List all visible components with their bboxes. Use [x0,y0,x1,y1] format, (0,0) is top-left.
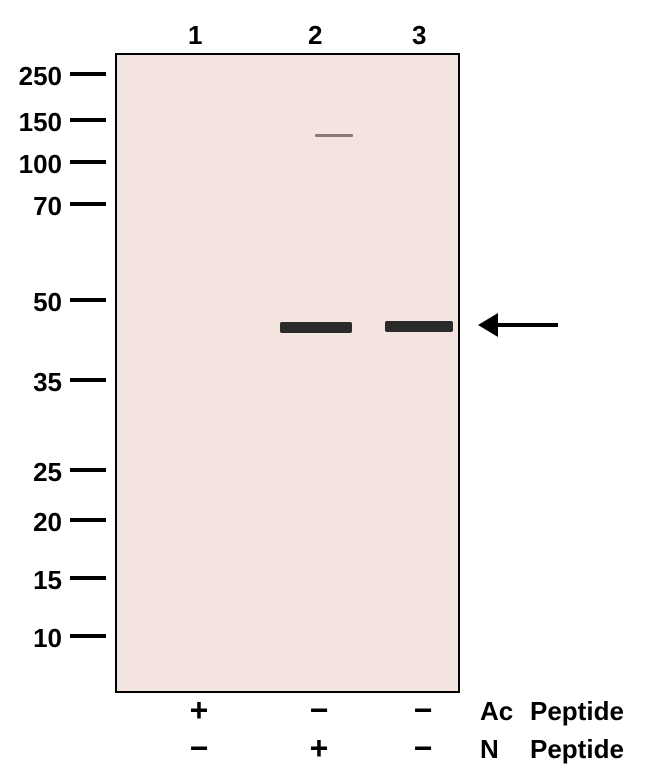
condition-symbol-row0-col1: − [304,692,334,729]
mw-tick-20 [70,518,106,522]
mw-tick-100 [70,160,106,164]
mw-tick-15 [70,576,106,580]
mw-tick-70 [70,202,106,206]
condition-symbol-row0-col2: − [408,692,438,729]
mw-label-100: 100 [6,149,62,180]
mw-label-20: 20 [6,507,62,538]
mw-label-50: 50 [6,287,62,318]
mw-tick-150 [70,118,106,122]
mw-tick-250 [70,72,106,76]
lane-label-1: 1 [188,20,202,51]
arrow-head-icon [478,313,498,337]
band-main-2 [385,321,453,332]
mw-label-70: 70 [6,191,62,222]
mw-label-250: 250 [6,61,62,92]
condition-suffix-row1: Peptide [530,734,624,765]
condition-symbol-row1-col2: − [408,730,438,767]
condition-symbol-row0-col0: + [184,692,214,729]
mw-tick-10 [70,634,106,638]
lane-label-2: 2 [308,20,322,51]
western-blot-figure: 123 25015010070503525201510 +−−AcPeptide… [0,0,650,784]
mw-label-25: 25 [6,457,62,488]
lane-label-3: 3 [412,20,426,51]
mw-tick-35 [70,378,106,382]
mw-tick-50 [70,298,106,302]
mw-label-35: 35 [6,367,62,398]
condition-symbol-row1-col0: − [184,730,214,767]
mw-label-15: 15 [6,565,62,596]
mw-label-10: 10 [6,623,62,654]
condition-prefix-row1: N [480,734,499,765]
band-faint-1 [315,134,353,137]
condition-suffix-row0: Peptide [530,696,624,727]
condition-prefix-row0: Ac [480,696,513,727]
condition-symbol-row1-col1: + [304,730,334,767]
mw-label-150: 150 [6,107,62,138]
arrow-shaft [498,323,558,327]
band-main-1 [280,322,352,333]
blot-membrane [115,53,460,693]
mw-tick-25 [70,468,106,472]
